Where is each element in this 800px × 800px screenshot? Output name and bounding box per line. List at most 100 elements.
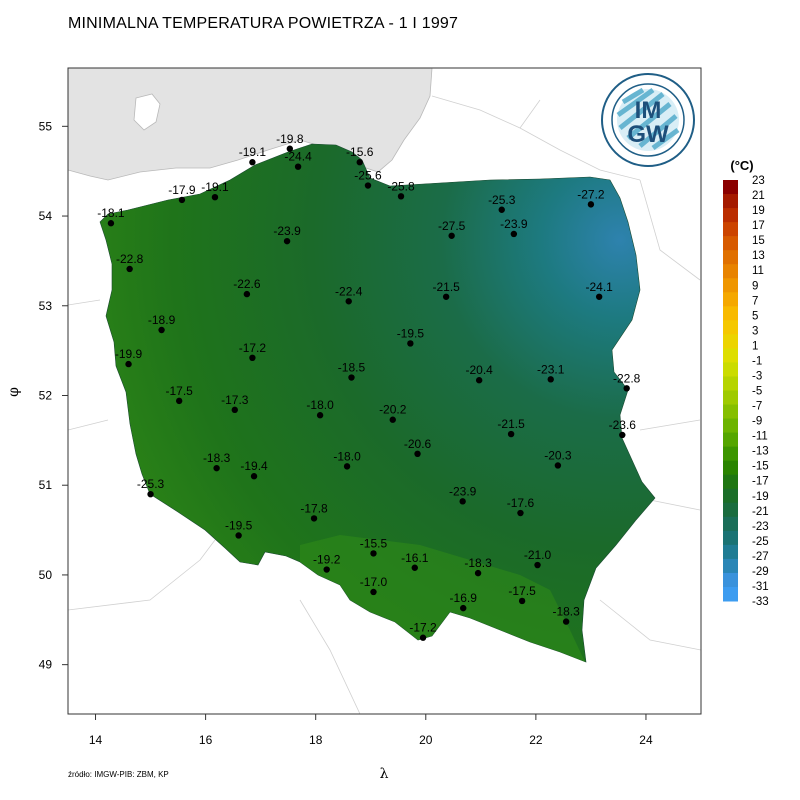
y-tick-label: 49	[39, 658, 53, 672]
legend-label: 3	[752, 325, 758, 337]
station-value-label: -25.3	[488, 193, 516, 207]
station-point	[517, 509, 524, 517]
station-point	[370, 588, 377, 596]
station-value-label: -17.5	[508, 584, 536, 598]
legend-label: -5	[752, 386, 762, 398]
legend-swatch	[723, 180, 738, 195]
x-axis: 14 16 18 20 22 24	[89, 714, 653, 747]
station-value-label: -19.9	[115, 347, 143, 361]
station-point	[475, 377, 483, 384]
legend-swatch	[723, 460, 738, 476]
legend-label: 17	[752, 220, 765, 232]
legend-swatch	[723, 488, 738, 504]
legend-swatch	[723, 376, 738, 391]
legend-label: 15	[752, 235, 765, 247]
legend-swatch	[723, 446, 738, 462]
map-title: MINIMALNA TEMPERATURA POWIETRZA - 1 I 19…	[68, 15, 459, 32]
station-point	[554, 462, 562, 469]
legend-label: -33	[752, 596, 769, 608]
warm-zone	[300, 535, 585, 662]
legend-label: -19	[752, 491, 769, 503]
station-point	[370, 550, 377, 557]
station-point	[283, 237, 291, 245]
station-point	[414, 450, 421, 458]
legend-swatch	[723, 320, 738, 335]
station-point	[316, 412, 324, 419]
legend-swatch	[723, 516, 738, 532]
legend-label: 21	[752, 190, 765, 202]
station-point	[389, 416, 396, 423]
legend-label: -17	[752, 476, 769, 488]
y-tick-label: 52	[39, 388, 53, 402]
station-value-label: -19.2	[313, 553, 341, 567]
station-point	[419, 634, 427, 641]
station-point	[126, 265, 133, 273]
station-point	[158, 326, 165, 334]
legend-label: -13	[752, 446, 769, 458]
station-value-label: -21.5	[497, 417, 525, 431]
station-value-label: -22.8	[613, 371, 641, 385]
station-point	[125, 360, 132, 368]
legend-swatch	[723, 404, 738, 420]
station-value-label: -20.6	[404, 437, 432, 451]
station-value-label: -17.8	[300, 501, 328, 515]
station-value-label: -18.5	[338, 361, 366, 375]
station-value-label: -17.3	[221, 393, 249, 407]
station-value-label: -27.2	[577, 187, 605, 201]
legend-label: -7	[752, 401, 762, 413]
station-value-label: -15.5	[360, 536, 388, 550]
station-point	[562, 618, 570, 625]
station-point	[448, 232, 455, 239]
station-point	[623, 385, 630, 392]
legend-label: -29	[752, 566, 769, 578]
station-point	[323, 566, 330, 573]
station-value-label: -19.1	[201, 180, 229, 194]
station-point	[235, 532, 242, 539]
station-point	[534, 561, 541, 569]
legend-swatch	[723, 530, 738, 546]
legend-swatch	[723, 278, 738, 293]
legend-label: -23	[752, 521, 769, 533]
station-value-label: -24.4	[284, 150, 312, 164]
station-value-label: -17.5	[166, 384, 194, 398]
island	[133, 93, 161, 131]
legend-label: 5	[752, 310, 758, 322]
station-point	[518, 597, 526, 605]
legend-label: -31	[752, 581, 769, 593]
station-point	[343, 463, 351, 470]
station-point	[356, 159, 363, 166]
station-point	[442, 293, 450, 300]
station-point	[231, 406, 238, 414]
legend-swatch	[723, 390, 738, 406]
legend-label: 9	[752, 280, 758, 292]
station-value-label: -19.1	[239, 145, 267, 159]
legend-swatch	[723, 222, 738, 237]
y-tick-label: 55	[39, 119, 53, 133]
station-point	[178, 196, 186, 204]
y-tick-label: 53	[39, 299, 53, 313]
station-value-label: -17.2	[409, 621, 437, 635]
station-value-label: -27.5	[438, 219, 466, 233]
station-value-label: -18.3	[552, 605, 580, 619]
station-point	[474, 569, 482, 577]
legend-swatch	[723, 432, 738, 448]
legend-swatch	[723, 208, 738, 223]
station-point	[147, 490, 154, 498]
station-point	[249, 354, 256, 362]
station-value-label: -25.6	[354, 169, 382, 183]
legend-swatch	[723, 306, 738, 321]
station-value-label: -21.0	[524, 548, 552, 562]
station-value-label: -18.3	[464, 556, 492, 570]
station-value-label: -19.8	[276, 132, 304, 146]
station-value-label: -20.2	[379, 403, 407, 417]
legend-swatch	[723, 502, 738, 518]
station-point	[249, 159, 256, 166]
station-value-label: -21.5	[432, 280, 460, 294]
source-note: źródło: IMGW-PIB: ZBM, KP	[68, 770, 169, 779]
station-point	[107, 220, 115, 227]
y-axis-label: φ	[6, 387, 22, 397]
logo-text-top: IM	[635, 97, 662, 124]
y-axis: 55 54 53 52 51 50 49	[39, 119, 68, 672]
station-value-label: -18.3	[203, 451, 231, 465]
legend-swatch	[723, 586, 738, 602]
